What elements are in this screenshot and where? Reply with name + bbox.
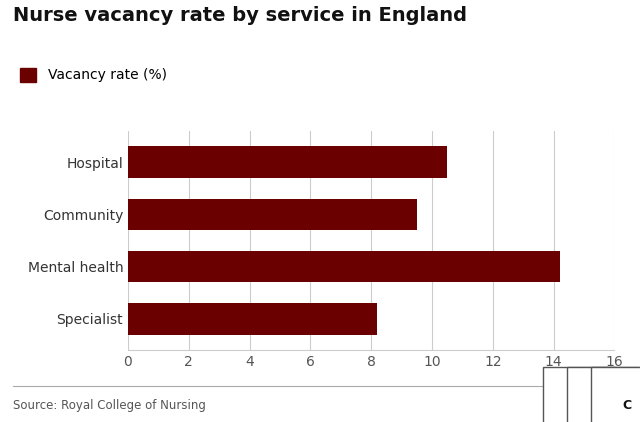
Bar — [128, 199, 417, 230]
Text: Source: Royal College of Nursing: Source: Royal College of Nursing — [13, 399, 205, 411]
Text: B: B — [574, 399, 583, 411]
Bar — [128, 303, 378, 335]
Text: B: B — [598, 399, 607, 411]
Bar — [128, 146, 447, 178]
Text: C: C — [623, 399, 632, 411]
Text: Nurse vacancy rate by service in England: Nurse vacancy rate by service in England — [13, 6, 467, 25]
Legend: Vacancy rate (%): Vacancy rate (%) — [20, 68, 166, 82]
Bar — [128, 251, 559, 282]
